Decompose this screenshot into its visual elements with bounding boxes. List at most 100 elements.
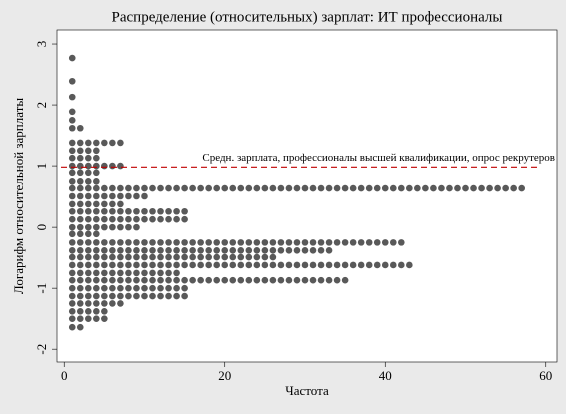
dot (333, 184, 341, 192)
dot (181, 261, 188, 269)
dot (365, 184, 373, 192)
dot-row (68, 230, 100, 238)
dot (261, 184, 269, 192)
dot (165, 239, 172, 246)
dot (68, 139, 76, 147)
dot (157, 269, 164, 277)
dot (149, 269, 156, 277)
dot (237, 184, 245, 192)
dot (68, 215, 76, 223)
dot (357, 239, 365, 246)
dot (398, 261, 405, 269)
dot (173, 247, 180, 254)
dot (85, 300, 92, 307)
chart-title: Распределение (относительных) зарплат: И… (112, 9, 503, 25)
dot (109, 192, 116, 200)
dot (470, 184, 477, 192)
dot (454, 184, 461, 192)
dot (221, 276, 229, 284)
dot (68, 247, 76, 254)
dot (117, 284, 124, 292)
dot (261, 247, 269, 254)
dot (237, 253, 245, 261)
dot (76, 154, 84, 162)
dot (478, 184, 485, 192)
dot (141, 261, 148, 269)
dot (157, 292, 164, 300)
dot-row (68, 253, 277, 261)
dot (68, 147, 76, 155)
dot-row (68, 162, 124, 170)
dot (125, 247, 132, 254)
dot (341, 239, 349, 246)
dot-row (68, 292, 188, 300)
dot (93, 292, 100, 300)
dot (93, 139, 100, 147)
dot (133, 215, 140, 223)
dot (109, 300, 116, 307)
dot (181, 184, 188, 192)
dot (133, 207, 140, 215)
dot (101, 162, 108, 170)
dot (365, 261, 373, 269)
dot (229, 247, 237, 254)
dot (245, 276, 253, 284)
y-tick-label: 0 (34, 224, 49, 231)
dot (317, 261, 325, 269)
dot (76, 292, 84, 300)
dot (93, 184, 100, 192)
dot (109, 239, 116, 246)
dot (213, 247, 221, 254)
dot (101, 269, 108, 277)
dot (76, 162, 84, 170)
dot (253, 261, 261, 269)
dot (85, 184, 92, 192)
dot (165, 276, 172, 284)
dot (149, 261, 156, 269)
dot (149, 239, 156, 246)
dot (133, 284, 140, 292)
y-tick-label: 3 (34, 41, 49, 48)
y-axis-title: Логарифм относительной зарплаты (11, 98, 26, 294)
dot (117, 162, 124, 170)
dot (173, 292, 180, 300)
dot (406, 184, 413, 192)
dot (85, 315, 92, 322)
x-axis-title: Частота (285, 383, 329, 398)
dot (173, 215, 180, 223)
dot (398, 239, 405, 246)
dot-row (68, 108, 76, 116)
dot (381, 184, 389, 192)
dot (117, 269, 124, 277)
dot (213, 253, 221, 261)
dot (76, 147, 84, 155)
dot (422, 184, 429, 192)
dot (101, 284, 108, 292)
dot (76, 230, 84, 238)
dot (245, 253, 253, 261)
x-tick-label: 60 (539, 368, 552, 383)
dot (438, 184, 445, 192)
dot (389, 184, 397, 192)
dot (68, 124, 76, 132)
dot (510, 184, 517, 192)
dot-row (68, 239, 405, 246)
dot (325, 239, 333, 246)
dot (213, 276, 221, 284)
dot (181, 292, 188, 300)
dot (68, 184, 76, 192)
dot-row (68, 315, 108, 322)
dot (389, 239, 397, 246)
dot-row (68, 117, 76, 124)
dot (93, 215, 100, 223)
dot-row (68, 93, 76, 101)
dot (253, 239, 261, 246)
dot (245, 247, 253, 254)
dot (117, 261, 124, 269)
dot (317, 184, 325, 192)
dot (101, 139, 108, 147)
dot (76, 276, 84, 284)
dot (125, 207, 132, 215)
dot (93, 315, 100, 322)
dot (76, 139, 84, 147)
